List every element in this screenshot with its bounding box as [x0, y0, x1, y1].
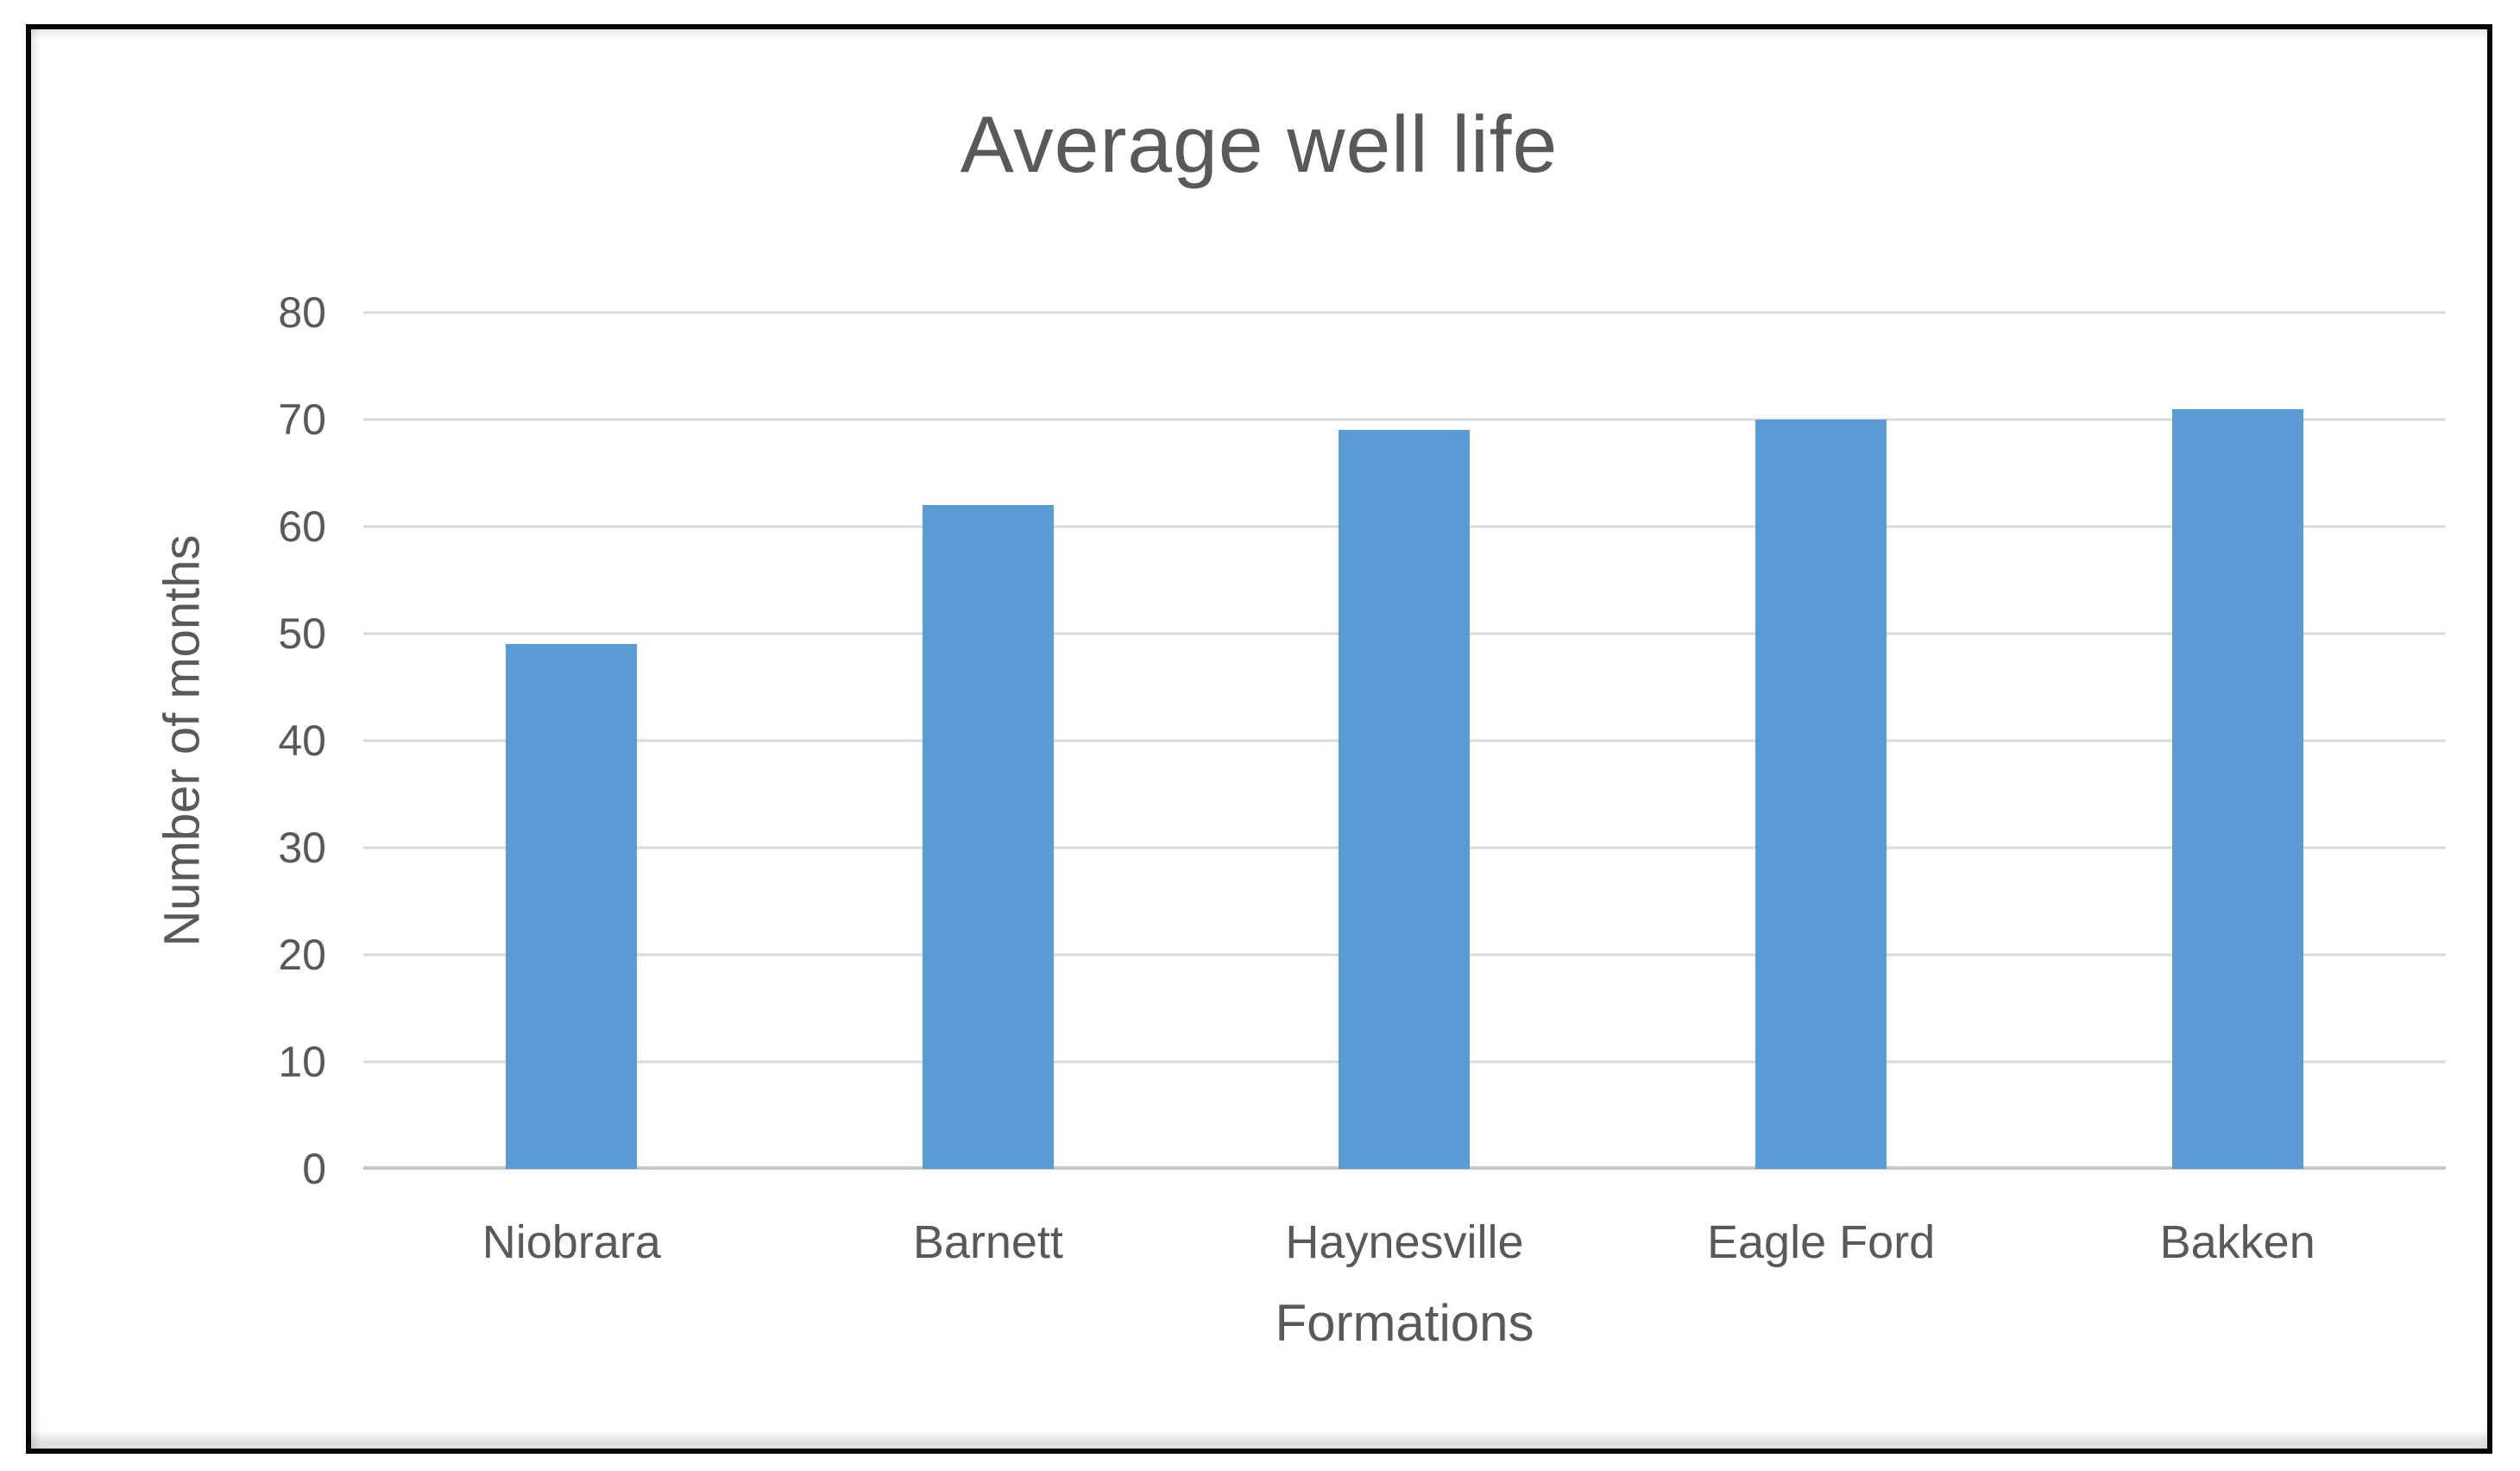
bar-eagle-ford: [1755, 420, 1887, 1169]
x-axis-category-labels: Niobrara Barnett Haynesville Eagle Ford Bakk…: [363, 1215, 2446, 1269]
x-category-label-eagle-ford: Eagle Ford: [1707, 1216, 1936, 1268]
chart-title: Average well life: [960, 99, 1559, 189]
x-category-label-haynesville: Haynesville: [1285, 1216, 1524, 1268]
x-category-label-bakken: Bakken: [2159, 1216, 2315, 1268]
y-tick-label-80: 80: [278, 288, 326, 337]
y-tick-label-50: 50: [278, 609, 326, 658]
bar-barnett: [922, 505, 1054, 1169]
y-axis-ticks: 0 10 20 30 40 50 60 70 80: [31, 291, 326, 1190]
gridline-80: [363, 311, 2446, 314]
x-category-label-niobrara: Niobrara: [482, 1216, 661, 1268]
y-tick-label-30: 30: [278, 824, 326, 872]
y-tick-label-0: 0: [302, 1145, 326, 1193]
y-tick-label-70: 70: [278, 395, 326, 444]
y-tick-label-40: 40: [278, 717, 326, 765]
bar-slot-0: [363, 313, 780, 1169]
bar-haynesville: [1339, 430, 1471, 1169]
bar-slot-4: [2029, 313, 2446, 1169]
x-axis-title: Formations: [1275, 1294, 1534, 1352]
y-tick-label-10: 10: [278, 1038, 326, 1086]
bar-bakken: [2171, 408, 2303, 1169]
y-tick-label-60: 60: [278, 502, 326, 551]
gridline-70: [363, 418, 2446, 421]
x-category-label-barnett: Barnett: [912, 1216, 1063, 1268]
bar-slot-1: [780, 313, 1197, 1169]
bars-container: [363, 313, 2446, 1169]
bar-slot-3: [1613, 313, 2030, 1169]
bar-slot-2: [1196, 313, 1613, 1169]
chart-frame: 0 10 20 30 40 50 60 70 80 Number of months Niobr…: [26, 24, 2492, 1454]
bar-niobrara: [506, 644, 638, 1169]
y-axis-title: Number of months: [154, 534, 211, 947]
plot-area: [363, 311, 2446, 1170]
y-tick-label-20: 20: [278, 931, 326, 979]
